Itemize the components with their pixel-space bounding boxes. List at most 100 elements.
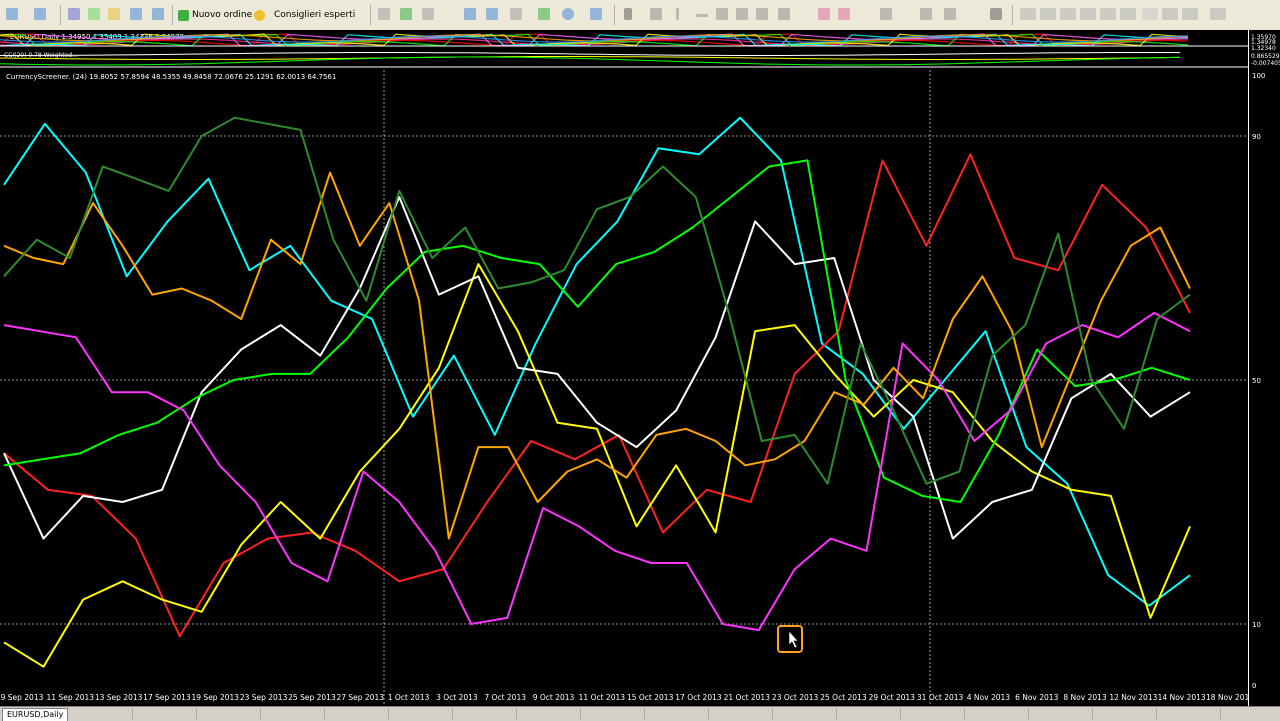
series-line [3, 116, 1191, 485]
bar-chart-icon[interactable] [378, 8, 390, 20]
toolbar-separator [172, 5, 173, 25]
series-line [3, 196, 1191, 540]
expert-advisors-label: Consiglieri esperti [274, 10, 356, 20]
chart-tab[interactable] [134, 708, 197, 719]
market-watch-icon[interactable] [68, 8, 80, 20]
expert-advisors-icon [254, 9, 265, 21]
trendline-icon[interactable] [716, 8, 728, 20]
cycle-lines-icon[interactable] [990, 8, 1002, 20]
x-tick-label: 21 Oct 2013 [724, 693, 771, 702]
channel-icon[interactable] [736, 8, 748, 20]
click-highlight [777, 625, 803, 653]
chart-tab[interactable] [326, 708, 389, 719]
x-tick-label: 13 Sep 2013 [95, 693, 143, 702]
profiles-icon[interactable] [34, 8, 46, 20]
zoom-out-icon[interactable] [486, 8, 498, 20]
price-tick-label: 1.34978 [1251, 39, 1276, 46]
data-window-icon[interactable] [88, 8, 100, 20]
new-chart-icon[interactable] [6, 8, 18, 20]
chart-tab[interactable] [1158, 708, 1221, 719]
cursor-icon[interactable] [624, 8, 632, 20]
period-w1-icon[interactable] [1162, 8, 1178, 20]
expert-advisors-button[interactable]: Consiglieri esperti [254, 6, 355, 24]
toolbar-separator [1012, 5, 1013, 25]
window-menu-icon[interactable] [1210, 8, 1226, 20]
indicator-panel: CCI(20) 0.78 Weighted... [0, 52, 1248, 68]
tile-windows-icon[interactable] [510, 8, 522, 20]
x-tick-label: 23 Sep 2013 [240, 693, 288, 702]
chart-tab[interactable] [902, 708, 965, 719]
series-line [3, 116, 1191, 607]
chart-tab[interactable] [582, 708, 645, 719]
chart-tab[interactable] [646, 708, 709, 719]
fibonacci-icon[interactable] [756, 8, 768, 20]
pitchfork-icon[interactable] [920, 8, 932, 20]
period-d1-icon[interactable] [1142, 8, 1158, 20]
rectangle-icon[interactable] [838, 8, 850, 20]
chart-tab[interactable] [390, 708, 453, 719]
toolbar-separator [370, 5, 371, 25]
x-tick-label: 18 Nov 2013 [1206, 693, 1248, 702]
indicator-line [0, 52, 1181, 56]
x-tick-label: 25 Sep 2013 [288, 693, 336, 702]
navigator-icon[interactable] [108, 8, 120, 20]
chart-tab[interactable] [262, 708, 325, 719]
gann-icon[interactable] [944, 8, 956, 20]
level-tick-label: 90 [1252, 133, 1261, 141]
period-m1-icon[interactable] [1020, 8, 1036, 20]
line-chart-icon[interactable] [422, 8, 434, 20]
shapes-icon[interactable] [818, 8, 830, 20]
price-band-line [0, 35, 1189, 43]
level-tick-label: 100 [1252, 72, 1265, 80]
period-h1-icon[interactable] [1100, 8, 1116, 20]
vertical-line-icon[interactable] [676, 8, 679, 20]
chart-tab[interactable] [518, 708, 581, 719]
period-m5-icon[interactable] [1040, 8, 1056, 20]
chart-tab[interactable] [966, 708, 1029, 719]
period-m15-icon[interactable] [1060, 8, 1076, 20]
crosshair-icon[interactable] [650, 8, 662, 20]
price-axis[interactable]: 1.35970 1.34978 1.32340 0.865529 -0.007405 10… [1248, 30, 1280, 706]
chart-tab[interactable] [70, 708, 133, 719]
chart-tabs-bar: EURUSD,Daily [0, 706, 1280, 721]
chart-tab-eurusd-daily[interactable]: EURUSD,Daily [2, 708, 69, 721]
chart-tab[interactable] [454, 708, 517, 719]
chart-tab-label: EURUSD,Daily [7, 710, 64, 719]
x-tick-label: 3 Oct 2013 [436, 693, 478, 702]
chart-window[interactable]: EURUSD,Daily 1.34950 1.35409 1.34736 1.3… [0, 30, 1254, 706]
templates-icon[interactable] [590, 8, 602, 20]
indicator-line [0, 56, 1181, 66]
arrows-icon[interactable] [880, 8, 892, 20]
chart-canvas[interactable]: EURUSD,Daily 1.34950 1.35409 1.34736 1.3… [0, 30, 1254, 706]
horizontal-line-icon[interactable] [696, 14, 708, 17]
chart-tab[interactable] [838, 708, 901, 719]
x-tick-label: 14 Nov 2013 [1158, 693, 1206, 702]
periods-icon[interactable] [562, 8, 574, 20]
series-line [3, 159, 1191, 503]
x-tick-label: 11 Oct 2013 [579, 693, 626, 702]
x-tick-label: 6 Nov 2013 [1015, 693, 1058, 702]
terminal-icon[interactable] [130, 8, 142, 20]
chart-tab[interactable] [774, 708, 837, 719]
period-m30-icon[interactable] [1080, 8, 1096, 20]
chart-tab[interactable] [1094, 708, 1157, 719]
x-tick-label: 4 Nov 2013 [967, 693, 1010, 702]
indicators-icon[interactable] [538, 8, 550, 20]
chart-tab[interactable] [710, 708, 773, 719]
zoom-in-icon[interactable] [464, 8, 476, 20]
chart-tab[interactable] [198, 708, 261, 719]
period-h4-icon[interactable] [1120, 8, 1136, 20]
series-line [3, 153, 1191, 638]
new-order-button[interactable]: Nuovo ordine [178, 6, 252, 24]
price-panel-label: EURUSD,Daily 1.34950 1.35409 1.34736 1.3… [10, 33, 184, 41]
strategy-tester-icon[interactable] [152, 8, 164, 20]
text-icon[interactable] [778, 8, 790, 20]
period-mn-icon[interactable] [1182, 8, 1198, 20]
candlesticks-icon[interactable] [400, 8, 412, 20]
series-line [3, 263, 1191, 668]
price-band-line [0, 38, 1189, 46]
indicator-tick-label: -0.007405 [1251, 60, 1280, 67]
x-tick-label: 9 Sep 2013 [1, 693, 44, 702]
chart-tab[interactable] [1030, 708, 1093, 719]
x-tick-label: 29 Oct 2013 [869, 693, 916, 702]
